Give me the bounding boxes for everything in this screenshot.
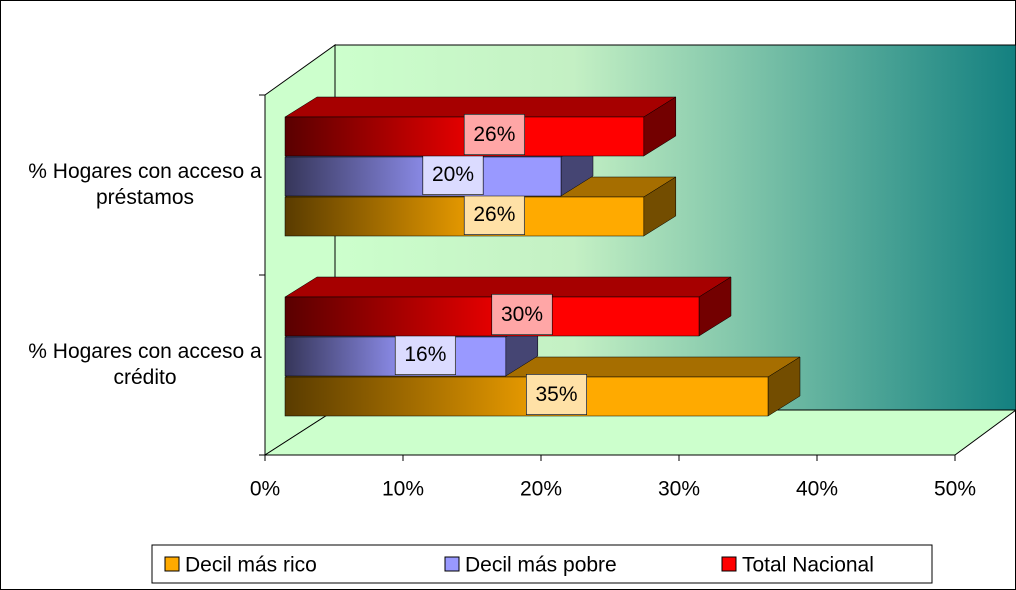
x-tick-label: 20% (520, 478, 562, 501)
bar-side-shade (643, 97, 676, 156)
floor (263, 409, 1016, 456)
legend-swatch (444, 556, 460, 572)
value-label: 16% (404, 343, 446, 366)
category-label: % Hogares con acceso a crédito (28, 340, 262, 389)
value-label: 20% (432, 163, 474, 186)
legend-box (151, 544, 933, 584)
value-label-tint (423, 154, 483, 195)
value-label-tint (395, 334, 456, 375)
x-tick-label: 0% (250, 478, 280, 501)
bar-side-shade (699, 277, 731, 336)
legend-swatch (721, 556, 737, 572)
value-label: 26% (473, 203, 515, 226)
x-tick-label: 10% (382, 478, 424, 501)
legend-label: Decil más rico (185, 554, 317, 577)
bar-top-shade (285, 277, 731, 297)
x-tick-label: 50% (934, 478, 976, 501)
legend-label: Decil más pobre (465, 554, 617, 577)
legend-label: Total Nacional (742, 554, 874, 577)
category-label: % Hogares con acceso a préstamos (28, 160, 262, 209)
bar-top-shade (285, 97, 676, 117)
x-tick-label: 40% (796, 478, 838, 501)
x-tick-label: 30% (658, 478, 700, 501)
value-label: 30% (501, 303, 543, 326)
bar-side-shade (643, 177, 676, 236)
legend-swatch (164, 556, 180, 572)
value-label: 26% (473, 123, 515, 146)
value-label: 35% (535, 383, 577, 406)
value-label-tint (492, 294, 552, 335)
bar-side-shade (768, 357, 800, 416)
value-label-tint (464, 114, 525, 155)
value-label-tint (464, 194, 525, 235)
value-label-tint (526, 374, 587, 415)
